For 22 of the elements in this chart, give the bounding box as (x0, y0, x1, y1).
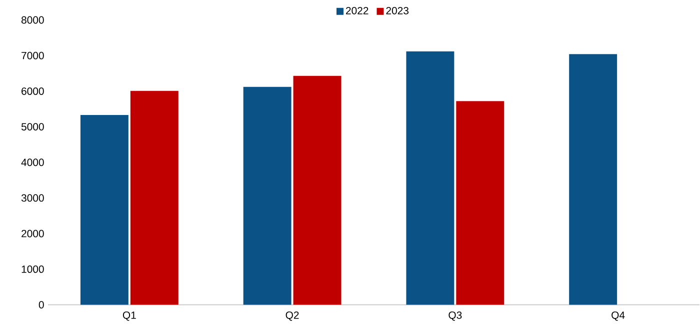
bar (569, 54, 618, 305)
bar (406, 51, 454, 305)
y-tick-label: 1000 (22, 266, 44, 274)
x-tick-label: Q2 (286, 312, 299, 321)
y-tick-label: 7000 (22, 52, 44, 60)
y-tick-label: 8000 (21, 16, 44, 24)
y-tick-label: 3000 (21, 194, 44, 202)
bar (130, 90, 178, 305)
y-tick-label: 2000 (22, 230, 44, 238)
y-tick-label: 4000 (21, 158, 44, 166)
x-tick-label: Q1 (122, 312, 136, 321)
x-tick-label: Q3 (448, 312, 462, 321)
x-tick-label: Q4 (612, 312, 625, 321)
y-tick-label: 6000 (22, 88, 44, 96)
bar (243, 87, 292, 305)
y-tick-label: 5000 (21, 123, 44, 131)
bar (80, 115, 128, 305)
bar (293, 76, 342, 305)
legend-label: 2023 (386, 7, 409, 14)
bar (456, 101, 504, 305)
y-tick-label: 0 (38, 301, 44, 309)
legend-label: 2022 (346, 7, 368, 14)
